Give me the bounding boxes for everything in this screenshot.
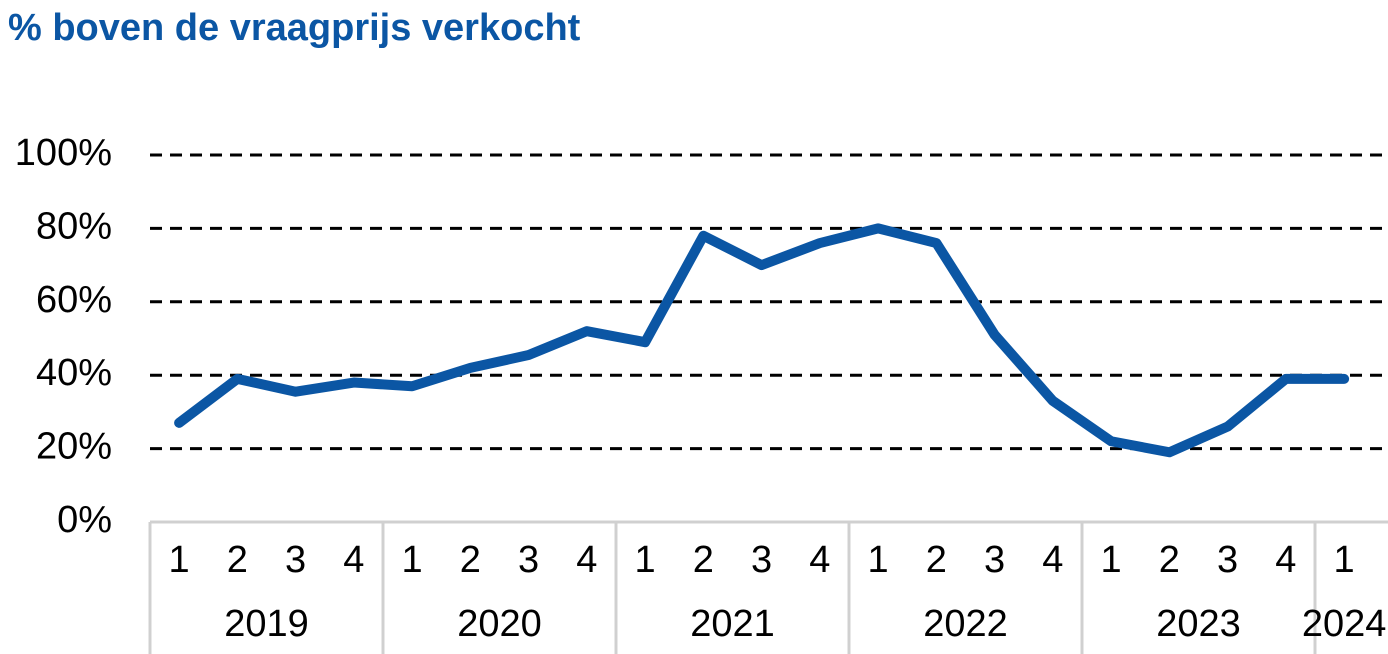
x-group-label: 2020 bbox=[457, 603, 542, 645]
x-group-label: 2021 bbox=[690, 603, 775, 645]
x-tick-label: 1 bbox=[169, 539, 190, 581]
x-tick-label: 4 bbox=[809, 539, 830, 581]
x-group-label: 2019 bbox=[224, 603, 309, 645]
y-tick-label: 40% bbox=[36, 352, 112, 394]
y-tick-label: 0% bbox=[57, 499, 112, 541]
y-tick-label: 60% bbox=[36, 279, 112, 321]
x-tick-label: 4 bbox=[576, 539, 597, 581]
x-tick-label: 3 bbox=[518, 539, 539, 581]
x-tick-label: 1 bbox=[402, 539, 423, 581]
y-tick-label: 100% bbox=[15, 132, 112, 174]
x-tick-label: 1 bbox=[1101, 539, 1122, 581]
x-tick-label: 1 bbox=[635, 539, 656, 581]
x-tick-label: 2 bbox=[227, 539, 248, 581]
data-line bbox=[174, 223, 1350, 458]
x-tick-label: 2 bbox=[460, 539, 481, 581]
chart-title: % boven de vraagprijs verkocht bbox=[8, 7, 581, 49]
x-tick-label: 3 bbox=[984, 539, 1005, 581]
x-group-label: 2023 bbox=[1156, 603, 1241, 645]
x-tick-label: 1 bbox=[868, 539, 889, 581]
x-tick-label: 3 bbox=[1217, 539, 1238, 581]
x-tick-label: 2 bbox=[926, 539, 947, 581]
x-tick-label: 2 bbox=[1159, 539, 1180, 581]
y-tick-label: 20% bbox=[36, 426, 112, 468]
y-tick-label: 80% bbox=[36, 205, 112, 247]
x-tick-label: 3 bbox=[285, 539, 306, 581]
x-group-label: 2022 bbox=[923, 603, 1008, 645]
x-tick-label: 4 bbox=[343, 539, 364, 581]
x-tick-label: 2 bbox=[693, 539, 714, 581]
x-tick-label: 4 bbox=[1275, 539, 1296, 581]
x-tick-label: 1 bbox=[1334, 539, 1355, 581]
x-tick-label: 3 bbox=[751, 539, 772, 581]
x-tick-label: 4 bbox=[1042, 539, 1063, 581]
x-group-label: 2024 bbox=[1302, 603, 1387, 645]
